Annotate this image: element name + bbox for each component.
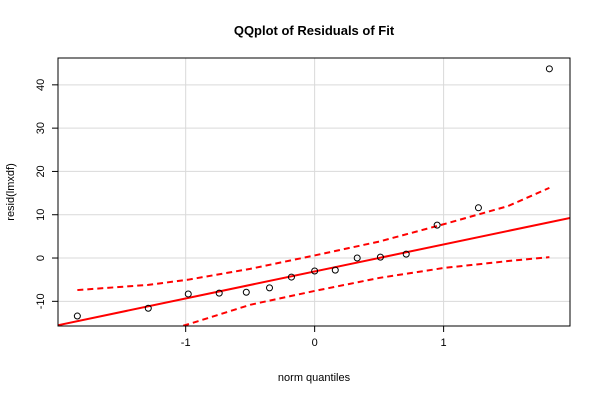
point — [474, 204, 482, 212]
point — [545, 65, 553, 73]
point — [287, 273, 295, 281]
point — [353, 254, 361, 262]
point — [242, 288, 250, 296]
y-tick-label: 40 — [35, 79, 47, 91]
grid — [58, 58, 570, 326]
x-tick-label: -1 — [181, 337, 191, 349]
y-tick-label: 30 — [35, 122, 47, 134]
y-tick-label: 0 — [35, 255, 47, 261]
y-tick-label: -10 — [35, 293, 47, 309]
x-axis-label: norm quantiles — [278, 372, 351, 384]
plot-frame — [57, 57, 571, 327]
point — [184, 290, 192, 298]
fit-line — [58, 216, 570, 326]
point — [376, 253, 384, 261]
confidence-band-upper — [77, 186, 550, 292]
point — [331, 266, 339, 274]
chart-title: QQplot of Residuals of Fit — [234, 23, 395, 38]
x-tick-label: 0 — [312, 337, 318, 349]
y-axis-label: resid(lmxdf) — [5, 163, 17, 220]
point — [215, 289, 223, 297]
point — [433, 221, 441, 229]
y-tick-label: 10 — [35, 209, 47, 221]
confidence-band-lower — [178, 256, 550, 326]
y-tick-label: 20 — [35, 165, 47, 177]
point — [402, 250, 410, 258]
x-tick-label: 1 — [441, 337, 447, 349]
plot-area — [58, 65, 570, 326]
point — [311, 267, 319, 275]
point — [266, 284, 274, 292]
point — [73, 312, 81, 320]
point — [144, 304, 152, 312]
